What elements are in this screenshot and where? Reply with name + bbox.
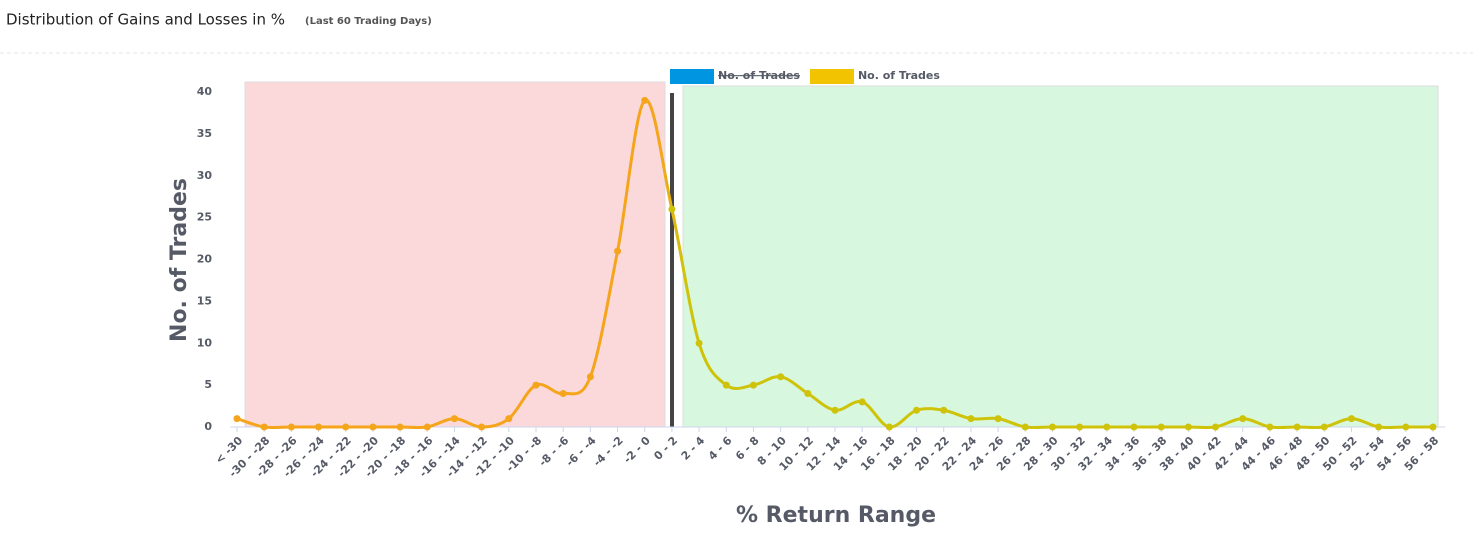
point xyxy=(1347,415,1355,423)
point xyxy=(478,423,486,431)
point xyxy=(913,406,921,414)
point xyxy=(342,423,350,431)
point xyxy=(641,96,649,104)
point xyxy=(233,415,241,423)
point xyxy=(668,205,676,213)
point xyxy=(1157,423,1165,431)
chart-title: Distribution of Gains and Losses in % xyxy=(6,11,285,29)
point xyxy=(287,423,295,431)
point xyxy=(1266,423,1274,431)
point xyxy=(369,423,377,431)
point xyxy=(614,247,622,255)
y-tick-label: 5 xyxy=(204,378,212,391)
point xyxy=(1375,423,1383,431)
point xyxy=(1048,423,1056,431)
point xyxy=(1402,423,1410,431)
point xyxy=(831,406,839,414)
point xyxy=(967,415,975,423)
gain-band xyxy=(682,85,1439,428)
point xyxy=(423,423,431,431)
point xyxy=(505,415,513,423)
x-tick-label: 0 - 2 xyxy=(651,434,680,463)
point xyxy=(1429,423,1437,431)
y-tick-label: 20 xyxy=(197,253,213,266)
point xyxy=(994,415,1002,423)
point xyxy=(1212,423,1220,431)
point xyxy=(804,390,812,397)
point xyxy=(858,398,866,406)
loss-band xyxy=(244,81,666,428)
point xyxy=(586,373,594,381)
y-tick-label: 40 xyxy=(197,85,213,98)
y-tick-label: 0 xyxy=(204,420,212,433)
y-axis-title: No. of Trades xyxy=(167,178,192,342)
y-tick-label: 10 xyxy=(197,336,213,349)
y-tick-label: 25 xyxy=(197,211,212,224)
point xyxy=(450,415,458,423)
point xyxy=(1184,423,1192,431)
y-tick-label: 30 xyxy=(197,169,213,182)
point xyxy=(260,423,268,431)
legend-swatch xyxy=(670,69,714,84)
y-tick-label: 35 xyxy=(197,127,212,140)
point xyxy=(777,373,785,381)
point xyxy=(1021,423,1029,431)
x-axis-title: % Return Range xyxy=(736,503,936,528)
x-tick-label: 4 - 6 xyxy=(706,434,735,463)
point xyxy=(695,339,703,347)
point xyxy=(1076,423,1084,431)
legend-swatch xyxy=(809,69,854,84)
point xyxy=(940,406,948,414)
point xyxy=(532,381,540,389)
point xyxy=(1239,415,1247,423)
zero-marker xyxy=(670,93,674,427)
point xyxy=(1103,423,1111,431)
y-tick-label: 15 xyxy=(197,294,212,307)
x-tick-label: -2 - 0 xyxy=(621,434,653,466)
point xyxy=(885,423,893,431)
point xyxy=(1293,423,1301,431)
point xyxy=(749,381,757,389)
legend-label: No. of Trades xyxy=(858,69,940,82)
point xyxy=(1130,423,1138,431)
point xyxy=(722,381,730,389)
x-tick-label: -4 - -2 xyxy=(591,434,626,469)
x-tick-label: 2 - 4 xyxy=(679,434,708,463)
point xyxy=(396,423,404,431)
point xyxy=(315,423,323,431)
chart-subtitle: (Last 60 Trading Days) xyxy=(305,16,432,27)
legend-label: No. of Trades xyxy=(718,69,800,82)
point xyxy=(559,390,567,397)
point xyxy=(1320,423,1328,431)
